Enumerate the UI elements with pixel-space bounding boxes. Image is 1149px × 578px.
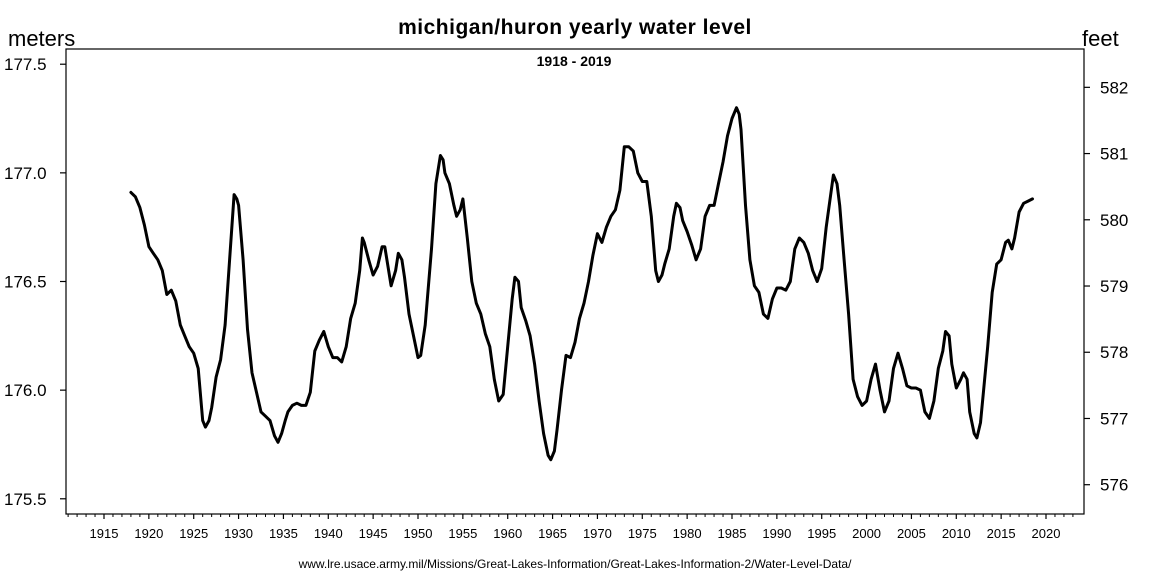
- right-tick-label: 577: [1100, 409, 1128, 428]
- x-tick-label: 2010: [942, 526, 971, 541]
- x-tick-label: 2005: [897, 526, 926, 541]
- x-tick-label: 1915: [90, 526, 119, 541]
- x-tick-label: 1955: [448, 526, 477, 541]
- right-axis: 576 577 578 579 580 581 582: [1084, 78, 1128, 495]
- left-tick-label: 176.5: [4, 273, 47, 292]
- source-url: www.lre.usace.army.mil/Missions/Great-La…: [298, 557, 853, 571]
- x-tick-label: 2020: [1032, 526, 1061, 541]
- chart-subtitle: 1918 - 2019: [537, 53, 612, 69]
- x-tick-label: 2000: [852, 526, 881, 541]
- x-tick-label: 1960: [493, 526, 522, 541]
- left-tick-label: 175.5: [4, 490, 47, 509]
- x-tick-label: 2015: [987, 526, 1016, 541]
- water-level-line: [129, 106, 1034, 462]
- right-tick-label: 579: [1100, 277, 1128, 296]
- x-tick-label: 1985: [718, 526, 747, 541]
- x-tick-label: 1980: [673, 526, 702, 541]
- right-tick-label: 576: [1100, 476, 1128, 495]
- x-tick-label: 1925: [179, 526, 208, 541]
- x-tick-label: 1920: [134, 526, 163, 541]
- x-axis: 1915 1920 1925 1930 1935 1940 1945 1950 1955 1960…: [67, 514, 1074, 541]
- right-tick-label: 581: [1100, 145, 1128, 164]
- left-tick-label: 177.0: [4, 164, 47, 183]
- x-tick-label: 1940: [314, 526, 343, 541]
- x-tick-label: 1990: [762, 526, 791, 541]
- right-axis-unit: feet: [1082, 26, 1119, 51]
- x-tick-label: 1935: [269, 526, 298, 541]
- right-tick-label: 578: [1100, 343, 1128, 362]
- x-tick-label: 1995: [807, 526, 836, 541]
- right-tick-label: 582: [1100, 78, 1128, 97]
- x-tick-label: 1970: [583, 526, 612, 541]
- x-tick-label: 1965: [538, 526, 567, 541]
- x-tick-label: 1950: [404, 526, 433, 541]
- left-axis: 175.5 176.0 176.5 177.0 177.5: [4, 55, 66, 509]
- x-tick-label: 1975: [628, 526, 657, 541]
- plot-frame: [65, 48, 1085, 515]
- x-tick-label: 1945: [359, 526, 388, 541]
- left-tick-label: 176.0: [4, 381, 47, 400]
- x-tick-label: 1930: [224, 526, 253, 541]
- left-tick-label: 177.5: [4, 55, 47, 74]
- right-tick-label: 580: [1100, 211, 1128, 230]
- chart-title: michigan/huron yearly water level: [398, 16, 752, 39]
- left-axis-unit: meters: [8, 26, 75, 51]
